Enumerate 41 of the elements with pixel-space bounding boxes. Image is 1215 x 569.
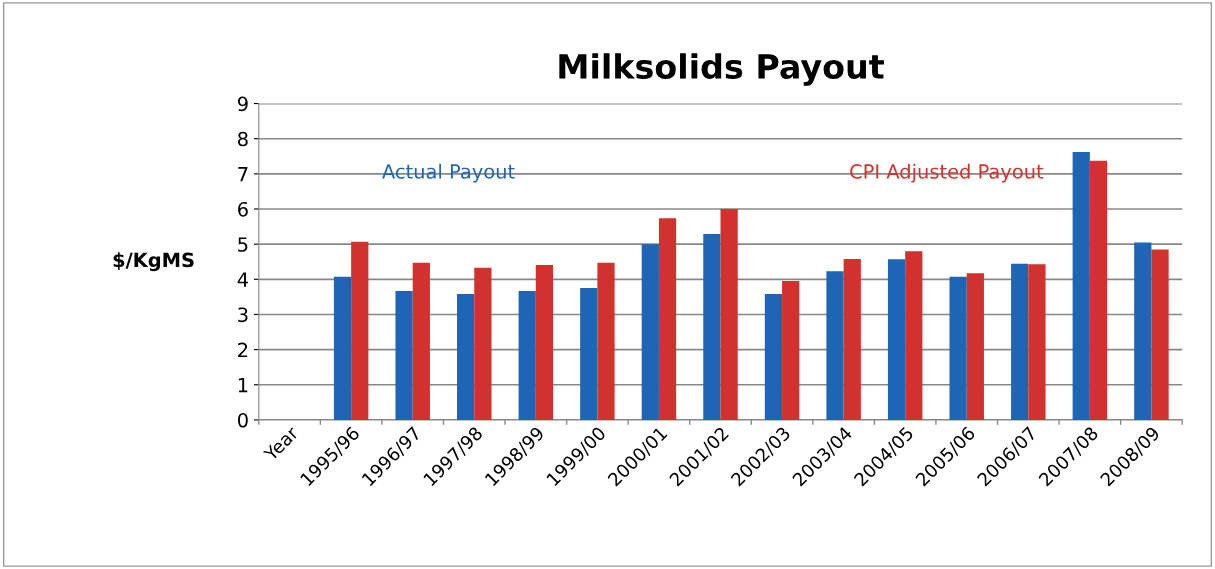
y-tick-label: 0 (237, 412, 248, 428)
y-tick-label: 2 (238, 342, 248, 358)
y-tick-label: 4 (237, 272, 248, 287)
bar (474, 267, 492, 420)
bar (843, 258, 861, 420)
y-tick-label: 1 (238, 377, 248, 393)
bar (395, 290, 413, 420)
bar (720, 209, 738, 420)
bar (905, 251, 923, 420)
bar (764, 294, 783, 420)
y-tick-label: 7 (238, 167, 248, 182)
bar (782, 281, 800, 420)
bar (966, 273, 984, 420)
text: Actual Payout (382, 163, 515, 183)
y-axis-title: $/KgMS (113, 252, 194, 272)
bar (535, 264, 554, 420)
bar (887, 259, 906, 420)
y-tick-label: 9 (237, 96, 248, 112)
bar (826, 271, 844, 420)
bar (351, 241, 369, 420)
bar (1089, 160, 1108, 420)
y-tick-label: 5 (238, 237, 248, 252)
bar (1028, 264, 1046, 420)
bar (412, 262, 430, 420)
bar (658, 218, 677, 420)
bar (1134, 242, 1152, 420)
y-tick-label: 6 (238, 201, 248, 217)
y-tick-label: 3 (238, 307, 248, 323)
bar (1151, 249, 1169, 420)
bar (949, 276, 967, 420)
bar (580, 288, 598, 420)
y-tick-label: 8 (238, 131, 248, 147)
bar (1011, 263, 1029, 420)
chart-title: Milksolids Payout (559, 53, 884, 86)
bar (641, 244, 659, 420)
bar (703, 233, 721, 420)
bar (518, 290, 536, 420)
bar (457, 294, 475, 420)
bar (1072, 152, 1090, 420)
bar (333, 276, 352, 420)
bar (597, 262, 615, 420)
